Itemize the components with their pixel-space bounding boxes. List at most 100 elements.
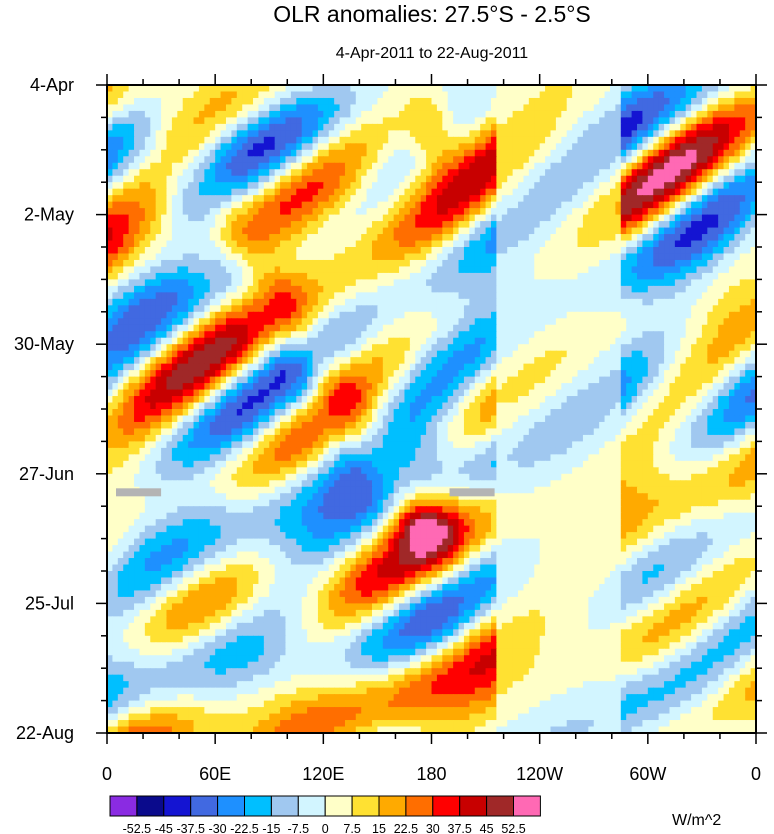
heatmap-cell bbox=[388, 123, 395, 131]
heatmap-cell bbox=[469, 305, 476, 313]
heatmap-cell bbox=[193, 214, 200, 222]
heatmap-cell bbox=[604, 175, 611, 183]
heatmap-cell bbox=[480, 156, 487, 164]
heatmap-cell bbox=[317, 227, 324, 235]
heatmap-cell bbox=[301, 305, 308, 313]
heatmap-cell bbox=[582, 208, 589, 216]
heatmap-cell bbox=[685, 272, 692, 280]
heatmap-cell bbox=[561, 259, 568, 268]
heatmap-cell bbox=[474, 182, 481, 190]
heatmap-cell bbox=[242, 123, 249, 131]
heatmap-cell bbox=[236, 344, 243, 352]
heatmap-cell bbox=[253, 344, 260, 352]
heatmap-cell bbox=[701, 214, 708, 222]
heatmap-cell bbox=[528, 324, 535, 332]
heatmap-cell bbox=[155, 136, 162, 144]
heatmap-cell bbox=[593, 324, 600, 332]
heatmap-cell bbox=[155, 227, 162, 235]
heatmap-cell bbox=[382, 234, 389, 242]
heatmap-cell bbox=[615, 221, 622, 229]
heatmap-cell bbox=[150, 324, 157, 332]
heatmap-cell bbox=[436, 117, 443, 125]
heatmap-cell bbox=[664, 272, 671, 280]
heatmap-cell bbox=[566, 104, 573, 112]
heatmap-cell bbox=[215, 169, 222, 177]
heatmap-cell bbox=[642, 208, 649, 216]
heatmap-cell bbox=[193, 110, 200, 118]
heatmap-cell bbox=[404, 110, 411, 118]
heatmap-cell bbox=[209, 91, 216, 99]
heatmap-cell bbox=[220, 292, 227, 300]
heatmap-cell bbox=[415, 123, 422, 131]
heatmap-cell bbox=[431, 350, 438, 358]
heatmap-cell bbox=[631, 182, 638, 190]
heatmap-cell bbox=[166, 91, 173, 99]
heatmap-cell bbox=[523, 253, 530, 261]
heatmap-cell bbox=[155, 311, 162, 319]
heatmap-cell bbox=[712, 344, 719, 352]
heatmap-cell bbox=[480, 208, 487, 216]
heatmap-cell bbox=[328, 253, 335, 261]
heatmap-cell bbox=[399, 149, 406, 157]
heatmap-cell bbox=[155, 175, 162, 183]
heatmap-cell bbox=[593, 331, 600, 339]
heatmap-cell bbox=[501, 156, 508, 164]
heatmap-cell bbox=[463, 253, 470, 261]
heatmap-cell bbox=[458, 234, 465, 242]
heatmap-cell bbox=[577, 149, 584, 157]
heatmap-cell bbox=[193, 234, 200, 242]
heatmap-cell bbox=[463, 292, 470, 300]
heatmap-cell bbox=[166, 149, 173, 157]
heatmap-cell bbox=[496, 149, 503, 157]
heatmap-cell bbox=[188, 136, 195, 144]
heatmap-cell bbox=[658, 292, 665, 300]
heatmap-cell bbox=[263, 311, 270, 319]
heatmap-cell bbox=[647, 117, 654, 125]
heatmap-cell bbox=[323, 350, 330, 358]
heatmap-cell bbox=[377, 208, 384, 216]
heatmap-cell bbox=[420, 162, 427, 170]
heatmap-cell bbox=[323, 259, 330, 268]
heatmap-cell bbox=[420, 311, 427, 319]
heatmap-cell bbox=[117, 266, 124, 274]
heatmap-cell bbox=[707, 272, 714, 280]
heatmap-cell bbox=[182, 169, 189, 177]
heatmap-cell bbox=[344, 208, 351, 216]
heatmap-cell bbox=[620, 221, 627, 229]
heatmap-cell bbox=[474, 253, 481, 261]
heatmap-cell bbox=[728, 208, 735, 216]
heatmap-cell bbox=[204, 331, 211, 339]
heatmap-cell bbox=[372, 143, 379, 151]
heatmap-cell bbox=[150, 253, 157, 261]
heatmap-cell bbox=[263, 227, 270, 235]
heatmap-cell bbox=[382, 324, 389, 332]
heatmap-cell bbox=[258, 201, 265, 209]
heatmap-cell bbox=[285, 117, 292, 125]
heatmap-cell bbox=[128, 247, 135, 255]
heatmap-cell bbox=[415, 97, 422, 106]
heatmap-cell bbox=[626, 162, 633, 170]
heatmap-cell bbox=[653, 195, 660, 203]
heatmap-cell bbox=[599, 344, 606, 352]
heatmap-cell bbox=[317, 85, 324, 93]
heatmap-cell bbox=[253, 221, 260, 229]
heatmap-cell bbox=[593, 91, 600, 99]
heatmap-cell bbox=[426, 117, 433, 125]
heatmap-cell bbox=[112, 272, 119, 280]
heatmap-cell bbox=[728, 175, 735, 183]
heatmap-cell bbox=[669, 85, 676, 93]
heatmap-cell bbox=[712, 292, 719, 300]
heatmap-cell bbox=[404, 350, 411, 358]
heatmap-cell bbox=[469, 324, 476, 332]
heatmap-cell bbox=[604, 149, 611, 157]
heatmap-cell bbox=[453, 344, 460, 352]
heatmap-cell bbox=[188, 344, 195, 352]
heatmap-cell bbox=[447, 162, 454, 170]
heatmap-cell bbox=[750, 182, 756, 190]
heatmap-cell bbox=[534, 123, 541, 131]
heatmap-cell bbox=[528, 221, 535, 229]
heatmap-cell bbox=[507, 285, 514, 293]
heatmap-cell bbox=[301, 91, 308, 99]
heatmap-cell bbox=[620, 201, 627, 209]
heatmap-cell bbox=[112, 201, 119, 209]
